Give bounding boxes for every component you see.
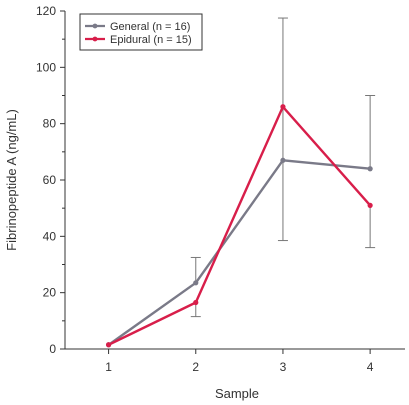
- y-tick-label: 80: [43, 117, 57, 131]
- legend-swatch-marker: [92, 36, 98, 42]
- series-line-0: [107, 159, 371, 346]
- x-tick-label: 1: [105, 360, 112, 374]
- series-line-1: [108, 105, 371, 346]
- y-axis-title: Fibrinopeptide A (ng/mL): [4, 109, 19, 251]
- x-tick-label: 2: [192, 360, 199, 374]
- data-point: [193, 299, 199, 306]
- y-tick-label: 120: [36, 4, 56, 18]
- x-axis-title: Sample: [215, 386, 259, 401]
- data-point: [193, 280, 199, 286]
- data-point: [280, 157, 286, 163]
- legend-swatch-marker: [92, 23, 98, 29]
- data-point: [367, 202, 373, 208]
- y-tick-label: 20: [43, 286, 57, 300]
- y-tick-label: 60: [43, 173, 57, 187]
- data-point: [280, 104, 286, 110]
- legend-label: General (n = 16): [110, 21, 190, 33]
- axes: 0 20 40 60 80 100 120 1 2 3 4: [36, 4, 405, 374]
- series-lines: [107, 105, 371, 346]
- legend-label: Epidural (n = 15): [110, 34, 192, 46]
- x-tick-label: 4: [367, 360, 374, 374]
- series-points: [105, 104, 373, 348]
- data-point: [367, 166, 373, 172]
- legend: General (n = 16)Epidural (n = 15): [79, 13, 203, 51]
- y-tick-label: 100: [36, 60, 56, 74]
- legend-box: [79, 13, 203, 51]
- x-tick-label: 3: [280, 360, 287, 374]
- y-tick-label: 40: [43, 229, 57, 243]
- data-point: [105, 342, 112, 348]
- y-tick-label: 0: [49, 342, 56, 356]
